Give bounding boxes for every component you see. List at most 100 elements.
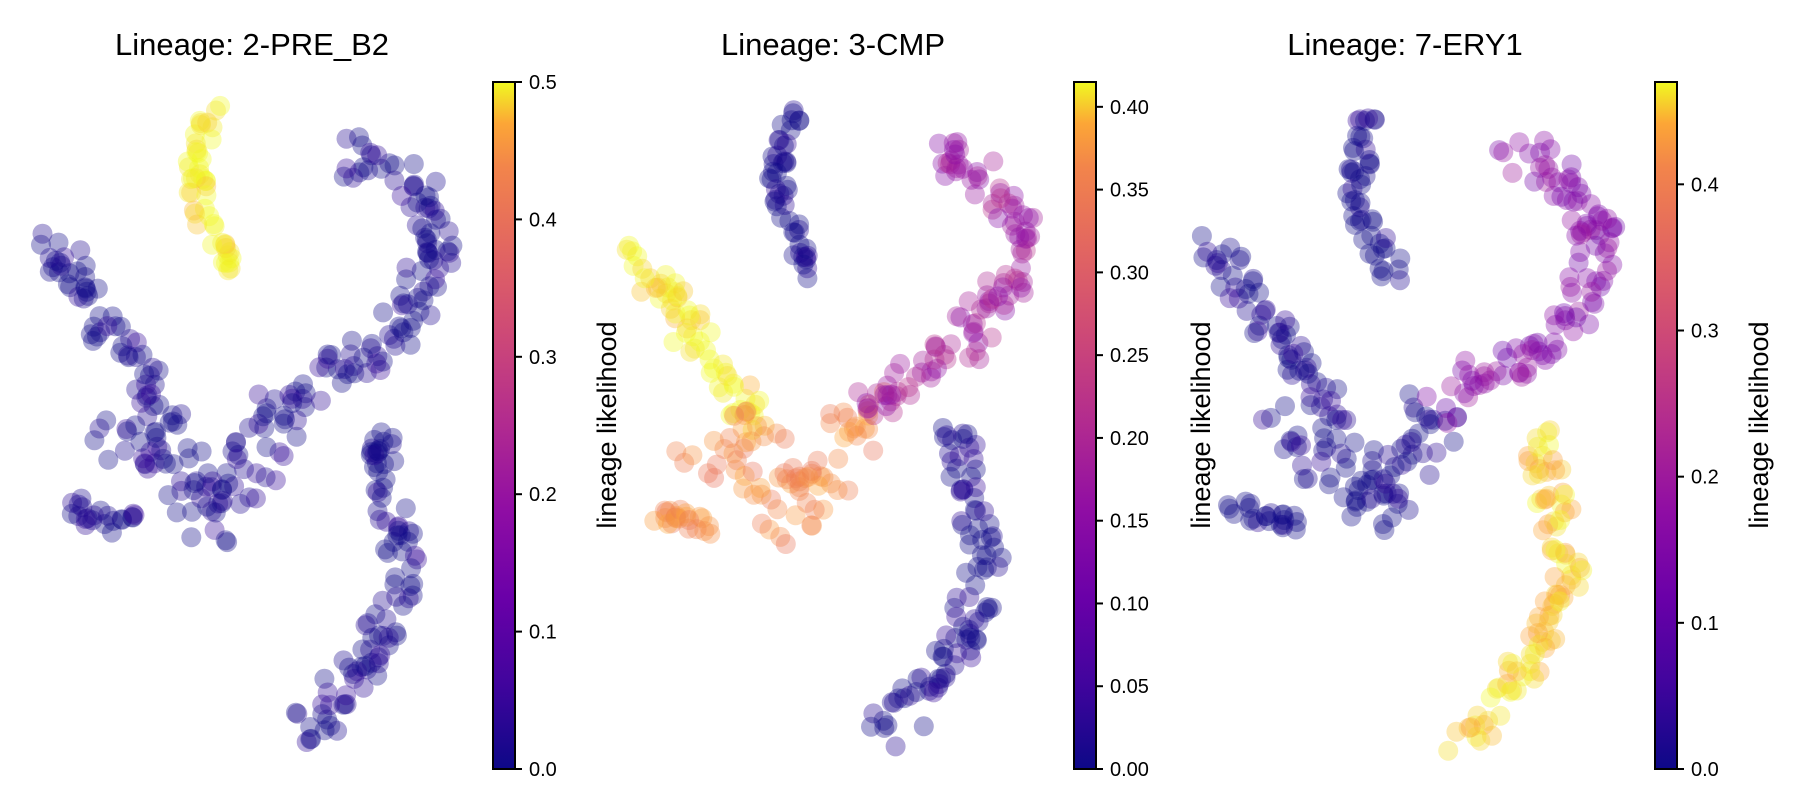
cell-point: [76, 281, 97, 302]
cell-point: [1327, 404, 1348, 425]
cell-point: [935, 667, 956, 688]
cell-point: [360, 639, 381, 660]
cell-point: [846, 425, 867, 446]
cell-point: [656, 502, 677, 523]
cell-point: [373, 431, 394, 452]
cell-point: [1275, 396, 1295, 417]
cell-point: [1273, 504, 1294, 525]
cell-point: [199, 206, 220, 227]
cell-point: [887, 381, 908, 402]
cell-point: [981, 597, 1002, 618]
colorbar-tick-label: 0.1: [1691, 613, 1719, 635]
cell-point: [647, 277, 668, 298]
cell-point: [1546, 584, 1566, 605]
cell-point: [1244, 323, 1265, 343]
cell-point: [1560, 276, 1581, 297]
cell-point: [1373, 261, 1394, 281]
cell-point: [352, 639, 373, 660]
cell-point: [211, 493, 232, 514]
cell-point: [352, 135, 373, 156]
scatter-plot: [1191, 108, 1626, 761]
cell-point: [208, 493, 229, 514]
cell-point: [1253, 409, 1273, 430]
cell-point: [863, 440, 884, 461]
cell-point: [1381, 507, 1402, 528]
cell-point: [1535, 638, 1556, 658]
cell-point: [1361, 470, 1382, 490]
cell-point: [754, 415, 775, 436]
cell-point: [1316, 377, 1337, 398]
cell-point: [1193, 247, 1214, 268]
cell-point: [97, 316, 118, 337]
cell-point: [1561, 569, 1582, 590]
colorbar-tick-label: 0.1: [529, 622, 557, 644]
panel-2: Lineage: 3-CMP 0.000.050.100.150.200.250…: [616, 27, 1216, 781]
cell-point: [1344, 432, 1365, 453]
cell-point: [1259, 511, 1280, 532]
cell-point: [226, 432, 246, 452]
colorbar-tick-label: 0.15: [1110, 511, 1149, 533]
cell-point: [928, 133, 949, 154]
cell-point: [333, 694, 354, 715]
cell-point: [126, 379, 147, 400]
cell-point: [1391, 438, 1412, 459]
cell-point: [1326, 409, 1347, 430]
cell-point: [197, 463, 218, 484]
cell-point: [393, 293, 414, 314]
cell-point: [48, 232, 69, 253]
cell-point: [407, 549, 427, 570]
cell-point: [789, 219, 809, 240]
cell-point: [781, 473, 802, 494]
cell-point: [759, 519, 780, 540]
cell-point: [1561, 565, 1582, 586]
cell-point: [946, 306, 967, 327]
cell-point: [407, 192, 428, 213]
cell-point: [982, 526, 1003, 547]
cell-point: [1238, 283, 1259, 304]
cell-point: [1567, 191, 1588, 211]
cell-point: [857, 398, 878, 419]
cell-point: [666, 505, 687, 526]
cell-point: [964, 184, 985, 205]
cell-points: [616, 100, 1043, 757]
cell-point: [654, 500, 675, 521]
cell-point: [943, 133, 964, 154]
cell-point: [762, 146, 783, 167]
cell-point: [965, 575, 986, 596]
cell-point: [349, 162, 370, 183]
cell-point: [1347, 110, 1368, 131]
cell-point: [1541, 540, 1562, 561]
cell-point: [364, 445, 385, 466]
cell-point: [1480, 687, 1501, 708]
cell-point: [858, 398, 879, 418]
colorbar-ticks: 0.00 0.05 0.10 0.15 0.20 0.25 0.30 0.35 0.40: [1096, 97, 1149, 781]
cell-point: [353, 677, 374, 698]
cell-point: [248, 413, 269, 434]
cell-point: [425, 171, 446, 192]
cell-point: [1375, 238, 1396, 259]
cell-point: [789, 480, 810, 501]
cell-point: [1191, 226, 1212, 246]
cell-point: [83, 330, 103, 351]
cell-point: [745, 394, 766, 415]
cell-point: [795, 247, 816, 268]
cell-point: [1350, 192, 1371, 213]
cell-point: [367, 665, 388, 686]
cell-point: [965, 477, 986, 498]
cell-point: [1535, 349, 1556, 370]
cell-point: [796, 238, 817, 259]
cell-point: [202, 234, 223, 255]
cell-point: [967, 162, 988, 182]
cell-point: [159, 412, 180, 433]
cell-point: [859, 394, 879, 415]
cell-point: [1240, 510, 1261, 531]
cell-point: [732, 418, 753, 439]
cell-point: [439, 242, 460, 263]
cell-point: [993, 273, 1014, 293]
cell-point: [419, 249, 440, 269]
cell-point: [703, 430, 724, 451]
cell-point: [658, 513, 678, 534]
cell-point: [1584, 293, 1605, 314]
cell-point: [75, 267, 96, 287]
cell-point: [1416, 406, 1437, 427]
